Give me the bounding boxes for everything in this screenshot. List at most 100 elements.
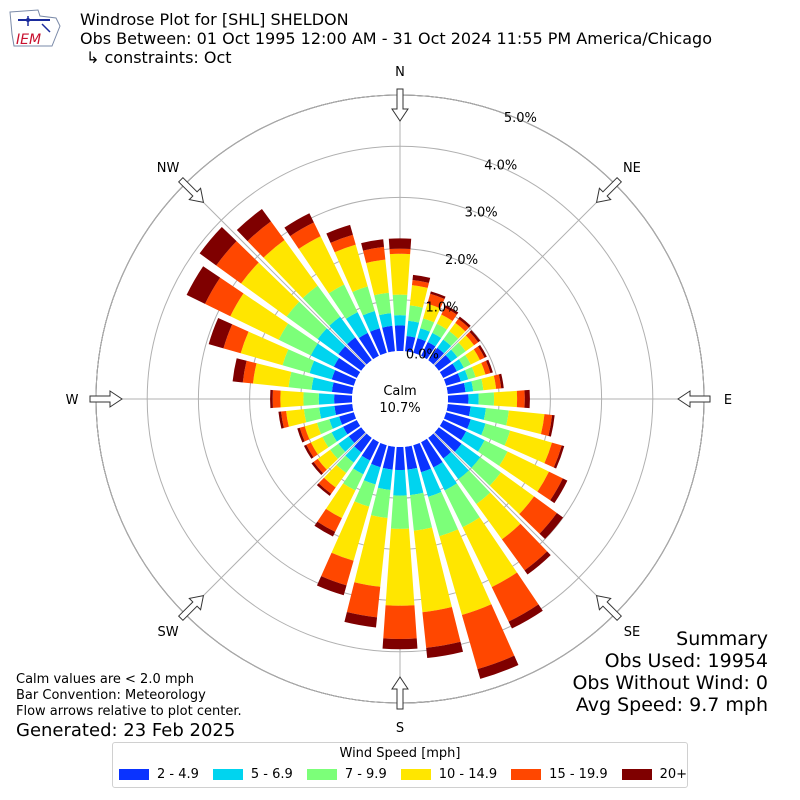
direction-labels: N NE E SE S SW W NW xyxy=(66,65,733,736)
windrose-bar-segment xyxy=(334,394,353,404)
windrose-bar-segment xyxy=(394,325,406,352)
windrose-bar-segment xyxy=(498,373,504,389)
windrose-bar-segment xyxy=(345,446,362,463)
windrose-bar-segment xyxy=(457,370,469,382)
chart-title: Windrose Plot for [SHL] SHELDON xyxy=(80,10,349,29)
windrose-bar-segment xyxy=(465,349,480,365)
flow-arrows xyxy=(89,88,711,710)
windrose-bar-segment xyxy=(326,224,353,243)
windrose-bar-segment xyxy=(310,343,339,367)
windrose-bar-segment xyxy=(501,523,548,571)
windrose-bar-segment xyxy=(476,492,521,540)
flow-arrow xyxy=(595,594,623,622)
chart-constraints: ↳ constraints: Oct xyxy=(86,48,232,67)
windrose-bar-segment xyxy=(428,433,452,459)
legend-swatch xyxy=(306,769,337,780)
windrose-bar-segment xyxy=(317,328,346,355)
windrose-bar-segment xyxy=(331,370,357,386)
windrose-bar-segment xyxy=(451,342,466,358)
windrose-bar-segment xyxy=(454,443,481,468)
windrose-bar-segment xyxy=(282,349,315,374)
windrose-bar-segment xyxy=(446,383,466,394)
windrose-bar-segment xyxy=(382,445,395,470)
windrose-bar-segment xyxy=(393,469,407,496)
windrose-bar-segment xyxy=(278,323,318,356)
windrose-bar-segment xyxy=(506,410,545,435)
windrose-bar-segment xyxy=(298,236,345,294)
radial-tick-label: 3.0% xyxy=(465,206,498,221)
windrose-bar-segment xyxy=(471,362,486,378)
windrose-bar-segment xyxy=(483,408,509,426)
windrose-bar-segment xyxy=(362,246,386,264)
calm-note: Calm values are < 2.0 mph xyxy=(16,672,195,687)
legend-item: 5 - 6.9 xyxy=(212,767,293,782)
legend-item: 20+ xyxy=(621,767,687,782)
windrose-bars xyxy=(186,208,568,679)
windrose-bar-segment xyxy=(321,552,354,586)
windrose-bar-segment xyxy=(411,279,429,288)
windrose-bar-segment xyxy=(544,442,562,468)
flow-arrow xyxy=(677,390,711,408)
windrose-bar-segment xyxy=(290,222,321,249)
windrose-bar-segment xyxy=(553,445,565,469)
flow-arrow xyxy=(177,176,205,204)
windrose-bar-segment xyxy=(463,381,474,393)
windrose-bar-segment xyxy=(481,423,511,446)
legend-swatch xyxy=(212,769,243,780)
legend-item: 15 - 19.9 xyxy=(511,767,608,782)
windrose-bar-segment xyxy=(338,346,366,371)
windrose-bar-segment xyxy=(406,320,420,338)
summary-avg-speed: Avg Speed: 9.7 mph xyxy=(575,694,768,716)
direction-label: E xyxy=(724,393,732,408)
windrose-bar-segment xyxy=(477,440,508,466)
windrose-bar-segment xyxy=(550,478,568,504)
legend-item: 7 - 9.9 xyxy=(306,767,387,782)
windrose-bar-segment xyxy=(504,430,552,464)
windrose-bar-segment xyxy=(449,322,466,339)
windrose-bar-segment xyxy=(352,286,375,316)
windrose-bar-segment xyxy=(408,305,423,323)
windrose-bar-segment xyxy=(309,360,336,380)
windrose-bar-segment xyxy=(392,294,408,316)
windrose-bar-segment xyxy=(421,438,443,468)
windrose-bar-segment xyxy=(428,491,459,537)
chart-subtitle: Obs Between: 01 Oct 1995 12:00 AM - 31 O… xyxy=(80,29,712,48)
windrose-bar-segment xyxy=(236,208,271,242)
flow-arrow xyxy=(391,88,409,122)
windrose-bar-segment xyxy=(334,244,368,293)
windrose-bar-segment xyxy=(361,438,379,461)
windrose-bar-segment xyxy=(422,607,461,648)
windrose-bar-segment xyxy=(333,357,361,378)
windrose-bar-segment xyxy=(468,393,479,405)
legend-swatch xyxy=(621,769,652,780)
windrose-bar-segment xyxy=(272,390,281,408)
windrose-bar-segment xyxy=(252,363,292,388)
windrose-bar-segment xyxy=(379,313,393,328)
windrose-bar-segment xyxy=(323,464,347,488)
windrose-bar-segment xyxy=(186,266,221,304)
summary-block: Summary Obs Used: 19954 Obs Without Wind… xyxy=(572,628,768,716)
windrose-bar-segment xyxy=(464,366,476,380)
windrose-bar-segment xyxy=(247,221,285,258)
windrose-bar-segment xyxy=(286,301,327,340)
logo-text: IEM xyxy=(16,32,41,48)
windrose-bar-segment xyxy=(270,389,273,409)
windrose-bar-segment xyxy=(383,605,417,639)
windrose-bar-segment xyxy=(489,472,535,515)
windrose-bar-segment xyxy=(318,477,336,494)
windrose-bar-segment xyxy=(371,487,391,519)
flow-arrow xyxy=(391,676,409,710)
windrose-bar-segment xyxy=(353,455,370,475)
windrose-bar-segment xyxy=(443,373,461,386)
windrose-bar-segment xyxy=(439,363,457,378)
windrose-bar-segment xyxy=(516,390,525,408)
windrose-bar-segment xyxy=(433,462,457,491)
windrose-bar-segment xyxy=(471,457,501,486)
radial-tick-label: 2.0% xyxy=(445,253,478,268)
direction-label: NW xyxy=(157,161,180,176)
legend-label: 7 - 9.9 xyxy=(344,767,387,782)
windrose-bar-segment xyxy=(347,337,372,365)
windrose-bar-segment xyxy=(390,495,410,529)
windrose-bar-segment xyxy=(304,422,322,440)
windrose-bar-segment xyxy=(339,412,357,425)
